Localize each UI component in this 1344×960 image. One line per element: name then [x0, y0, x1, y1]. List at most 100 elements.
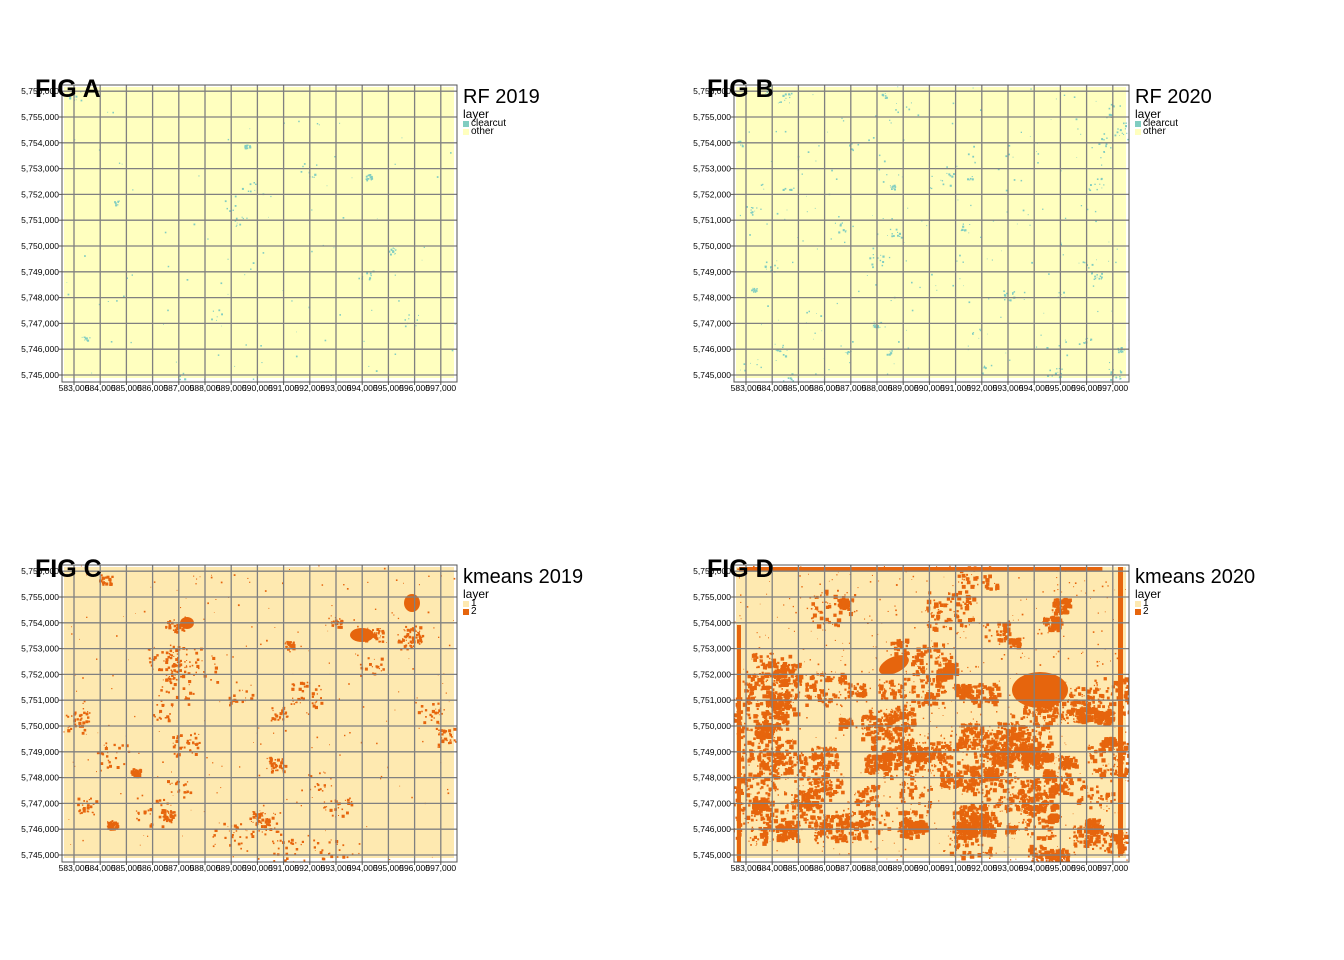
- x-tick-label: 597,000: [425, 863, 456, 873]
- y-tick-label: 5,750,000: [21, 241, 59, 251]
- x-tick-label: 592,000: [966, 383, 997, 393]
- raster-map-a: 583,000584,000585,000586,000587,000588,0…: [21, 84, 458, 393]
- x-tick-label: 591,000: [268, 863, 299, 873]
- x-tick-label: 594,000: [1019, 863, 1050, 873]
- x-tick-label: 594,000: [347, 863, 378, 873]
- x-tick-label: 591,000: [940, 863, 971, 873]
- y-tick-label: 5,753,000: [21, 644, 59, 654]
- y-tick-label: 5,755,000: [21, 112, 59, 122]
- y-tick-label: 5,745,000: [693, 370, 731, 380]
- y-tick-label: 5,746,000: [693, 344, 731, 354]
- legend-d: kmeans 2020 layer 1 2: [1135, 566, 1256, 617]
- map-graticule: [59, 565, 457, 865]
- legend-subtitle-b: layer: [1135, 107, 1162, 121]
- legend-b: RF 2020 layer clearcut other: [1135, 87, 1212, 137]
- map-graticule: [731, 85, 1129, 385]
- legend-swatch: [463, 129, 469, 135]
- x-tick-label: 591,000: [940, 383, 971, 393]
- legend-item-label: other: [1143, 126, 1166, 137]
- x-tick-label: 588,000: [862, 383, 893, 393]
- map-panel-a: 583,000 584,000 585,000 586,000 587,000 588,0…: [0, 0, 672, 480]
- x-tick-label: 588,000: [862, 863, 893, 873]
- legend-item-d-0: 1: [1135, 598, 1255, 609]
- y-tick-label: 5,746,000: [693, 824, 731, 834]
- legend-item-label: 1: [471, 598, 477, 609]
- y-tick-label: 5,749,000: [693, 747, 731, 757]
- x-tick-label: 596,000: [399, 383, 430, 393]
- y-tick-label: 5,747,000: [693, 798, 731, 808]
- x-tick-label: 589,000: [888, 383, 919, 393]
- y-tick-label: 5,756,000: [21, 86, 59, 96]
- y-tick-label: 5,750,000: [693, 241, 731, 251]
- plot-border: [733, 84, 1130, 383]
- x-tick-label: 596,000: [1071, 863, 1102, 873]
- y-tick-label: 5,751,000: [693, 695, 731, 705]
- legend-item-label: clearcut: [1143, 118, 1179, 129]
- map-graticule: [731, 565, 1129, 865]
- x-tick-label: 590,000: [914, 863, 945, 873]
- raster-map-b: 583,000584,000585,000586,000587,000588,0…: [693, 84, 1130, 393]
- x-tick-label: 587,000: [163, 383, 194, 393]
- x-tick-label: 589,000: [216, 863, 247, 873]
- x-tick-label: 589,000: [888, 863, 919, 873]
- y-tick-label: 5,756,000: [693, 566, 731, 576]
- legend-swatch: [463, 609, 469, 615]
- legend-swatch: [1135, 121, 1141, 127]
- map-panel-d: 583,000 584,000 585,000 586,000 587,000 588,0…: [672, 480, 1344, 960]
- legend-item-label: clearcut: [471, 118, 507, 129]
- y-tick-label: 5,745,000: [693, 850, 731, 860]
- legend-item-label: 2: [471, 606, 477, 617]
- y-tick-label: 5,746,000: [21, 344, 59, 354]
- x-tick-label: 594,000: [347, 383, 378, 393]
- raster-map-d: 583,000584,000585,000586,000587,000588,0…: [693, 564, 1130, 873]
- figure-label-d: FIG D: [707, 555, 774, 583]
- x-tick-label: 583,000: [59, 863, 90, 873]
- y-tick-label: 5,755,000: [693, 592, 731, 602]
- x-tick-label: 585,000: [111, 863, 142, 873]
- x-tick-label: 594,000: [1019, 383, 1050, 393]
- x-tick-label: 588,000: [190, 863, 221, 873]
- legend-item-a-0: clearcut: [463, 118, 540, 129]
- plot-border: [733, 564, 1130, 863]
- x-tick-label: 592,000: [294, 383, 325, 393]
- legend-title-d: kmeans 2020: [1135, 566, 1256, 588]
- legend-swatch: [1135, 129, 1141, 135]
- y-tick-label: 5,754,000: [693, 618, 731, 628]
- y-tick-label: 5,749,000: [21, 267, 59, 277]
- y-tick-label: 5,753,000: [21, 164, 59, 174]
- x-tick-label: 595,000: [1045, 383, 1076, 393]
- x-tick-label: 587,000: [163, 863, 194, 873]
- raster-background: [64, 87, 454, 378]
- legend-c: kmeans 2019 layer 1 2: [463, 567, 583, 617]
- x-tick-label: 595,000: [373, 383, 404, 393]
- x-tick-label: 585,000: [783, 383, 814, 393]
- legend-item-label: 2: [1143, 606, 1149, 617]
- x-tick-label: 593,000: [321, 863, 352, 873]
- legend-swatch: [1135, 601, 1141, 607]
- y-tick-label: 5,747,000: [21, 318, 59, 328]
- raster-map-c: 583,000584,000585,000586,000587,000588,0…: [21, 564, 458, 873]
- x-tick-label: 593,000: [993, 863, 1024, 873]
- x-tick-label: 592,000: [294, 863, 325, 873]
- x-tick-label: 591,000: [268, 383, 299, 393]
- y-tick-label: 5,755,000: [21, 592, 59, 602]
- x-tick-label: 597,000: [425, 383, 456, 393]
- legend-subtitle-c: layer: [463, 587, 490, 601]
- x-tick-label: 586,000: [809, 863, 840, 873]
- y-tick-label: 5,754,000: [21, 138, 59, 148]
- x-tick-label: 590,000: [914, 383, 945, 393]
- y-tick-label: 5,751,000: [21, 215, 59, 225]
- y-tick-label: 5,748,000: [21, 773, 59, 783]
- legend-swatch: [463, 601, 469, 607]
- x-tick-label: 590,000: [242, 383, 273, 393]
- legend-item-label: 1: [1143, 598, 1149, 609]
- raster-background: [736, 87, 1126, 378]
- x-tick-label: 586,000: [809, 383, 840, 393]
- y-tick-label: 5,752,000: [693, 189, 731, 199]
- legend-a: RF 2019 layer clearcut other: [463, 87, 540, 137]
- legend-item-a-1: other: [463, 127, 540, 137]
- y-tick-label: 5,755,000: [693, 112, 731, 122]
- legend-item-b-1: other: [1135, 126, 1212, 137]
- x-tick-label: 597,000: [1097, 863, 1128, 873]
- legend-subtitle-a: layer: [463, 107, 490, 121]
